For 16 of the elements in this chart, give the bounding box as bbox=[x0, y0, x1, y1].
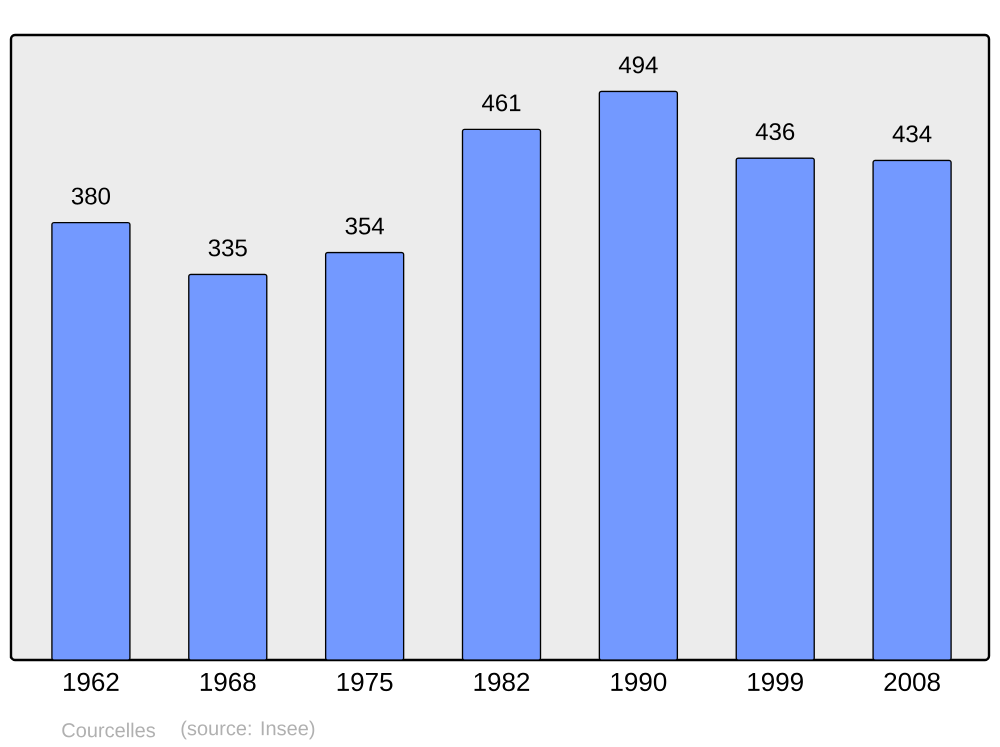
data-label: 461 bbox=[482, 94, 520, 112]
x-tick-label: 1982 bbox=[474, 672, 530, 692]
x-tick-label: 2008 bbox=[884, 672, 940, 692]
data-label: 436 bbox=[756, 123, 794, 140]
data-label: 335 bbox=[208, 239, 247, 256]
x-tick-label: 1968 bbox=[200, 672, 256, 692]
data-label: 380 bbox=[72, 188, 110, 205]
x-tick-label: 1975 bbox=[338, 672, 392, 692]
x-tick-label: 1999 bbox=[748, 672, 803, 692]
x-tick-label: 1962 bbox=[64, 672, 119, 692]
data-label: 354 bbox=[346, 217, 384, 234]
text: Courcelles bbox=[62, 722, 155, 738]
x-tick-label: 1990 bbox=[611, 672, 666, 692]
text: (source: Insee) bbox=[182, 720, 314, 740]
data-label: 494 bbox=[618, 56, 658, 74]
data-label: 434 bbox=[892, 125, 932, 142]
